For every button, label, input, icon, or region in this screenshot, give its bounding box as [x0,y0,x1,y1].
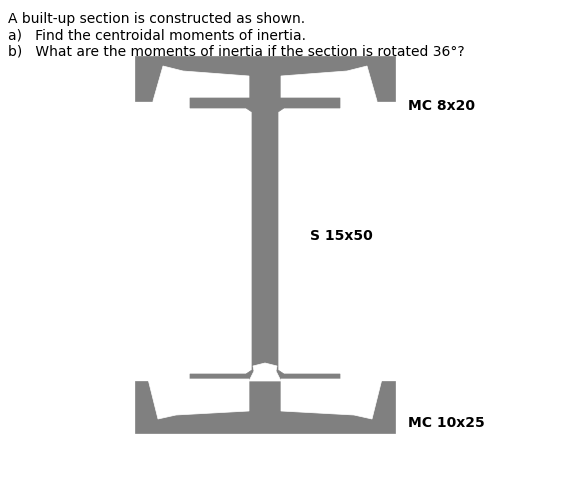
Text: S 15x50: S 15x50 [310,229,373,243]
Text: a)   Find the centroidal moments of inertia.: a) Find the centroidal moments of inerti… [8,28,306,42]
Text: b)   What are the moments of inertia if the section is rotated 36°?: b) What are the moments of inertia if th… [8,44,465,58]
Polygon shape [135,381,395,433]
Text: MC 8x20: MC 8x20 [408,99,475,113]
Polygon shape [135,56,395,101]
Polygon shape [249,101,281,122]
Polygon shape [190,98,340,384]
Polygon shape [281,379,382,419]
Polygon shape [148,379,249,419]
Polygon shape [281,66,377,103]
Text: MC 10x25: MC 10x25 [408,416,485,430]
Polygon shape [153,66,249,103]
Polygon shape [249,363,281,381]
Text: A built-up section is constructed as shown.: A built-up section is constructed as sho… [8,12,305,26]
